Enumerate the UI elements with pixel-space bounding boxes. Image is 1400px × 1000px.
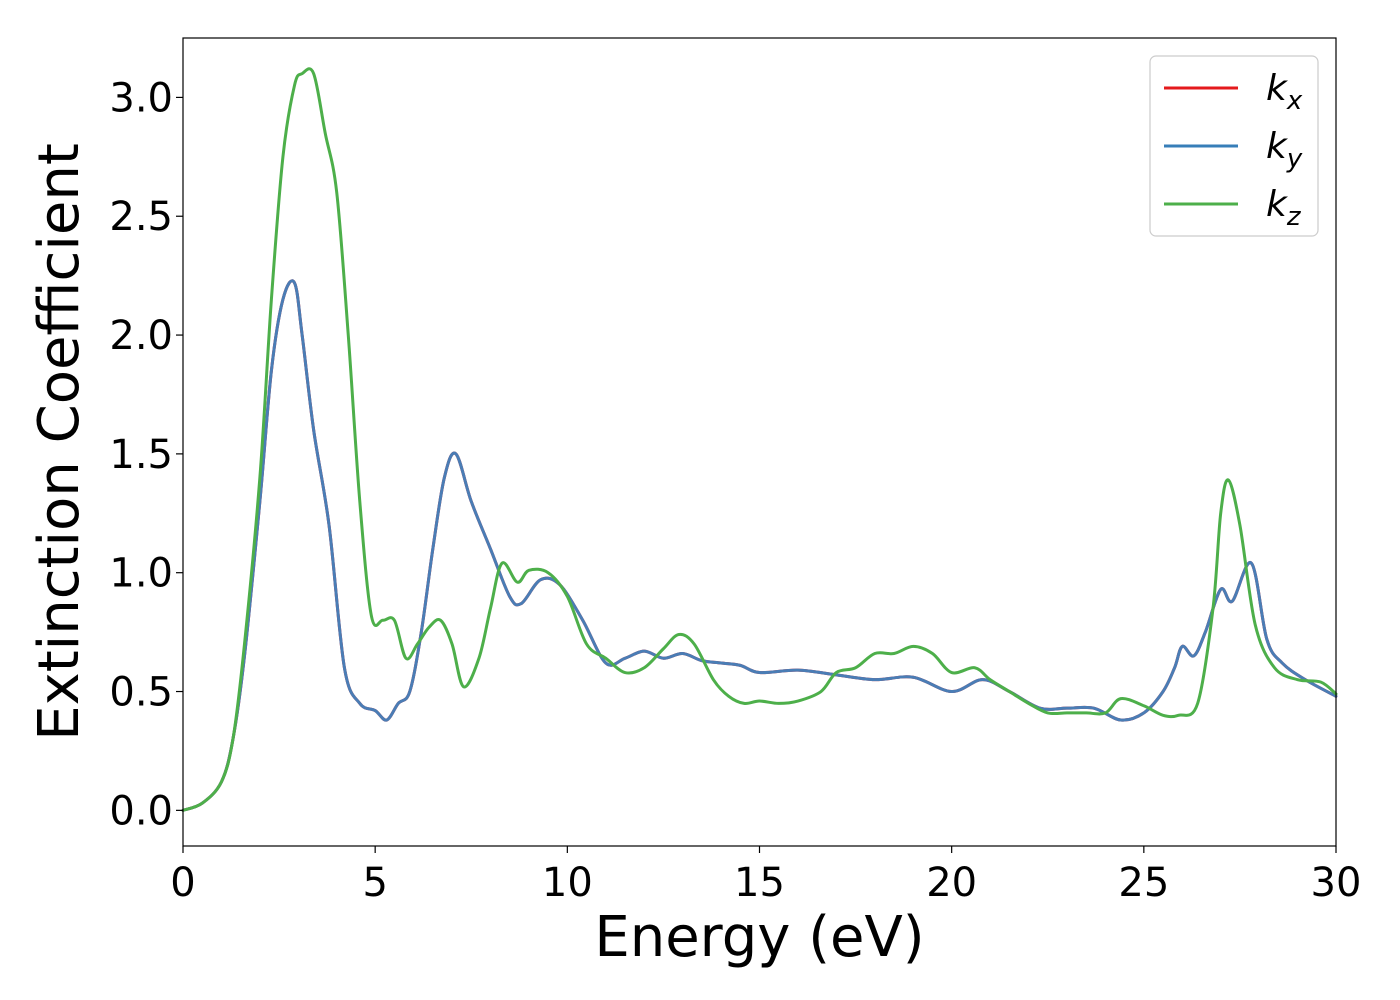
legend-label: ky bbox=[1266, 126, 1303, 174]
x-axis-label: Energy (eV) bbox=[594, 905, 924, 970]
y-tick-label: 2.5 bbox=[109, 194, 173, 240]
x-tick-label: 20 bbox=[926, 860, 977, 906]
x-tick-label: 15 bbox=[734, 860, 785, 906]
legend-label: kx bbox=[1266, 68, 1303, 116]
x-tick-label: 25 bbox=[1118, 860, 1169, 906]
y-tick-label: 1.5 bbox=[109, 432, 173, 478]
series-line-k-z bbox=[181, 67, 1338, 812]
series-layer bbox=[181, 67, 1338, 812]
x-tick-label: 5 bbox=[362, 860, 387, 906]
x-tick-label: 30 bbox=[1311, 860, 1362, 906]
y-tick-label: 2.0 bbox=[109, 313, 173, 359]
y-tick-label: 3.0 bbox=[109, 75, 173, 121]
legend: kx ky kz bbox=[1149, 55, 1319, 237]
x-tick-label: 0 bbox=[170, 860, 195, 906]
y-tick-label: 1.0 bbox=[109, 551, 173, 597]
x-tick-label: 10 bbox=[542, 860, 593, 906]
y-tick-label: 0.5 bbox=[109, 670, 173, 716]
y-tick-label: 0.0 bbox=[109, 788, 173, 834]
plot-frame bbox=[182, 37, 1337, 847]
y-axis-label: Extinction Coefficient bbox=[27, 143, 92, 741]
legend-label: kz bbox=[1266, 184, 1302, 232]
tick-layer: 0 5 10 15 20 25 30 0.0 0.5 1.0 1.5 2.0 2.5 3.0 bbox=[109, 75, 1361, 906]
